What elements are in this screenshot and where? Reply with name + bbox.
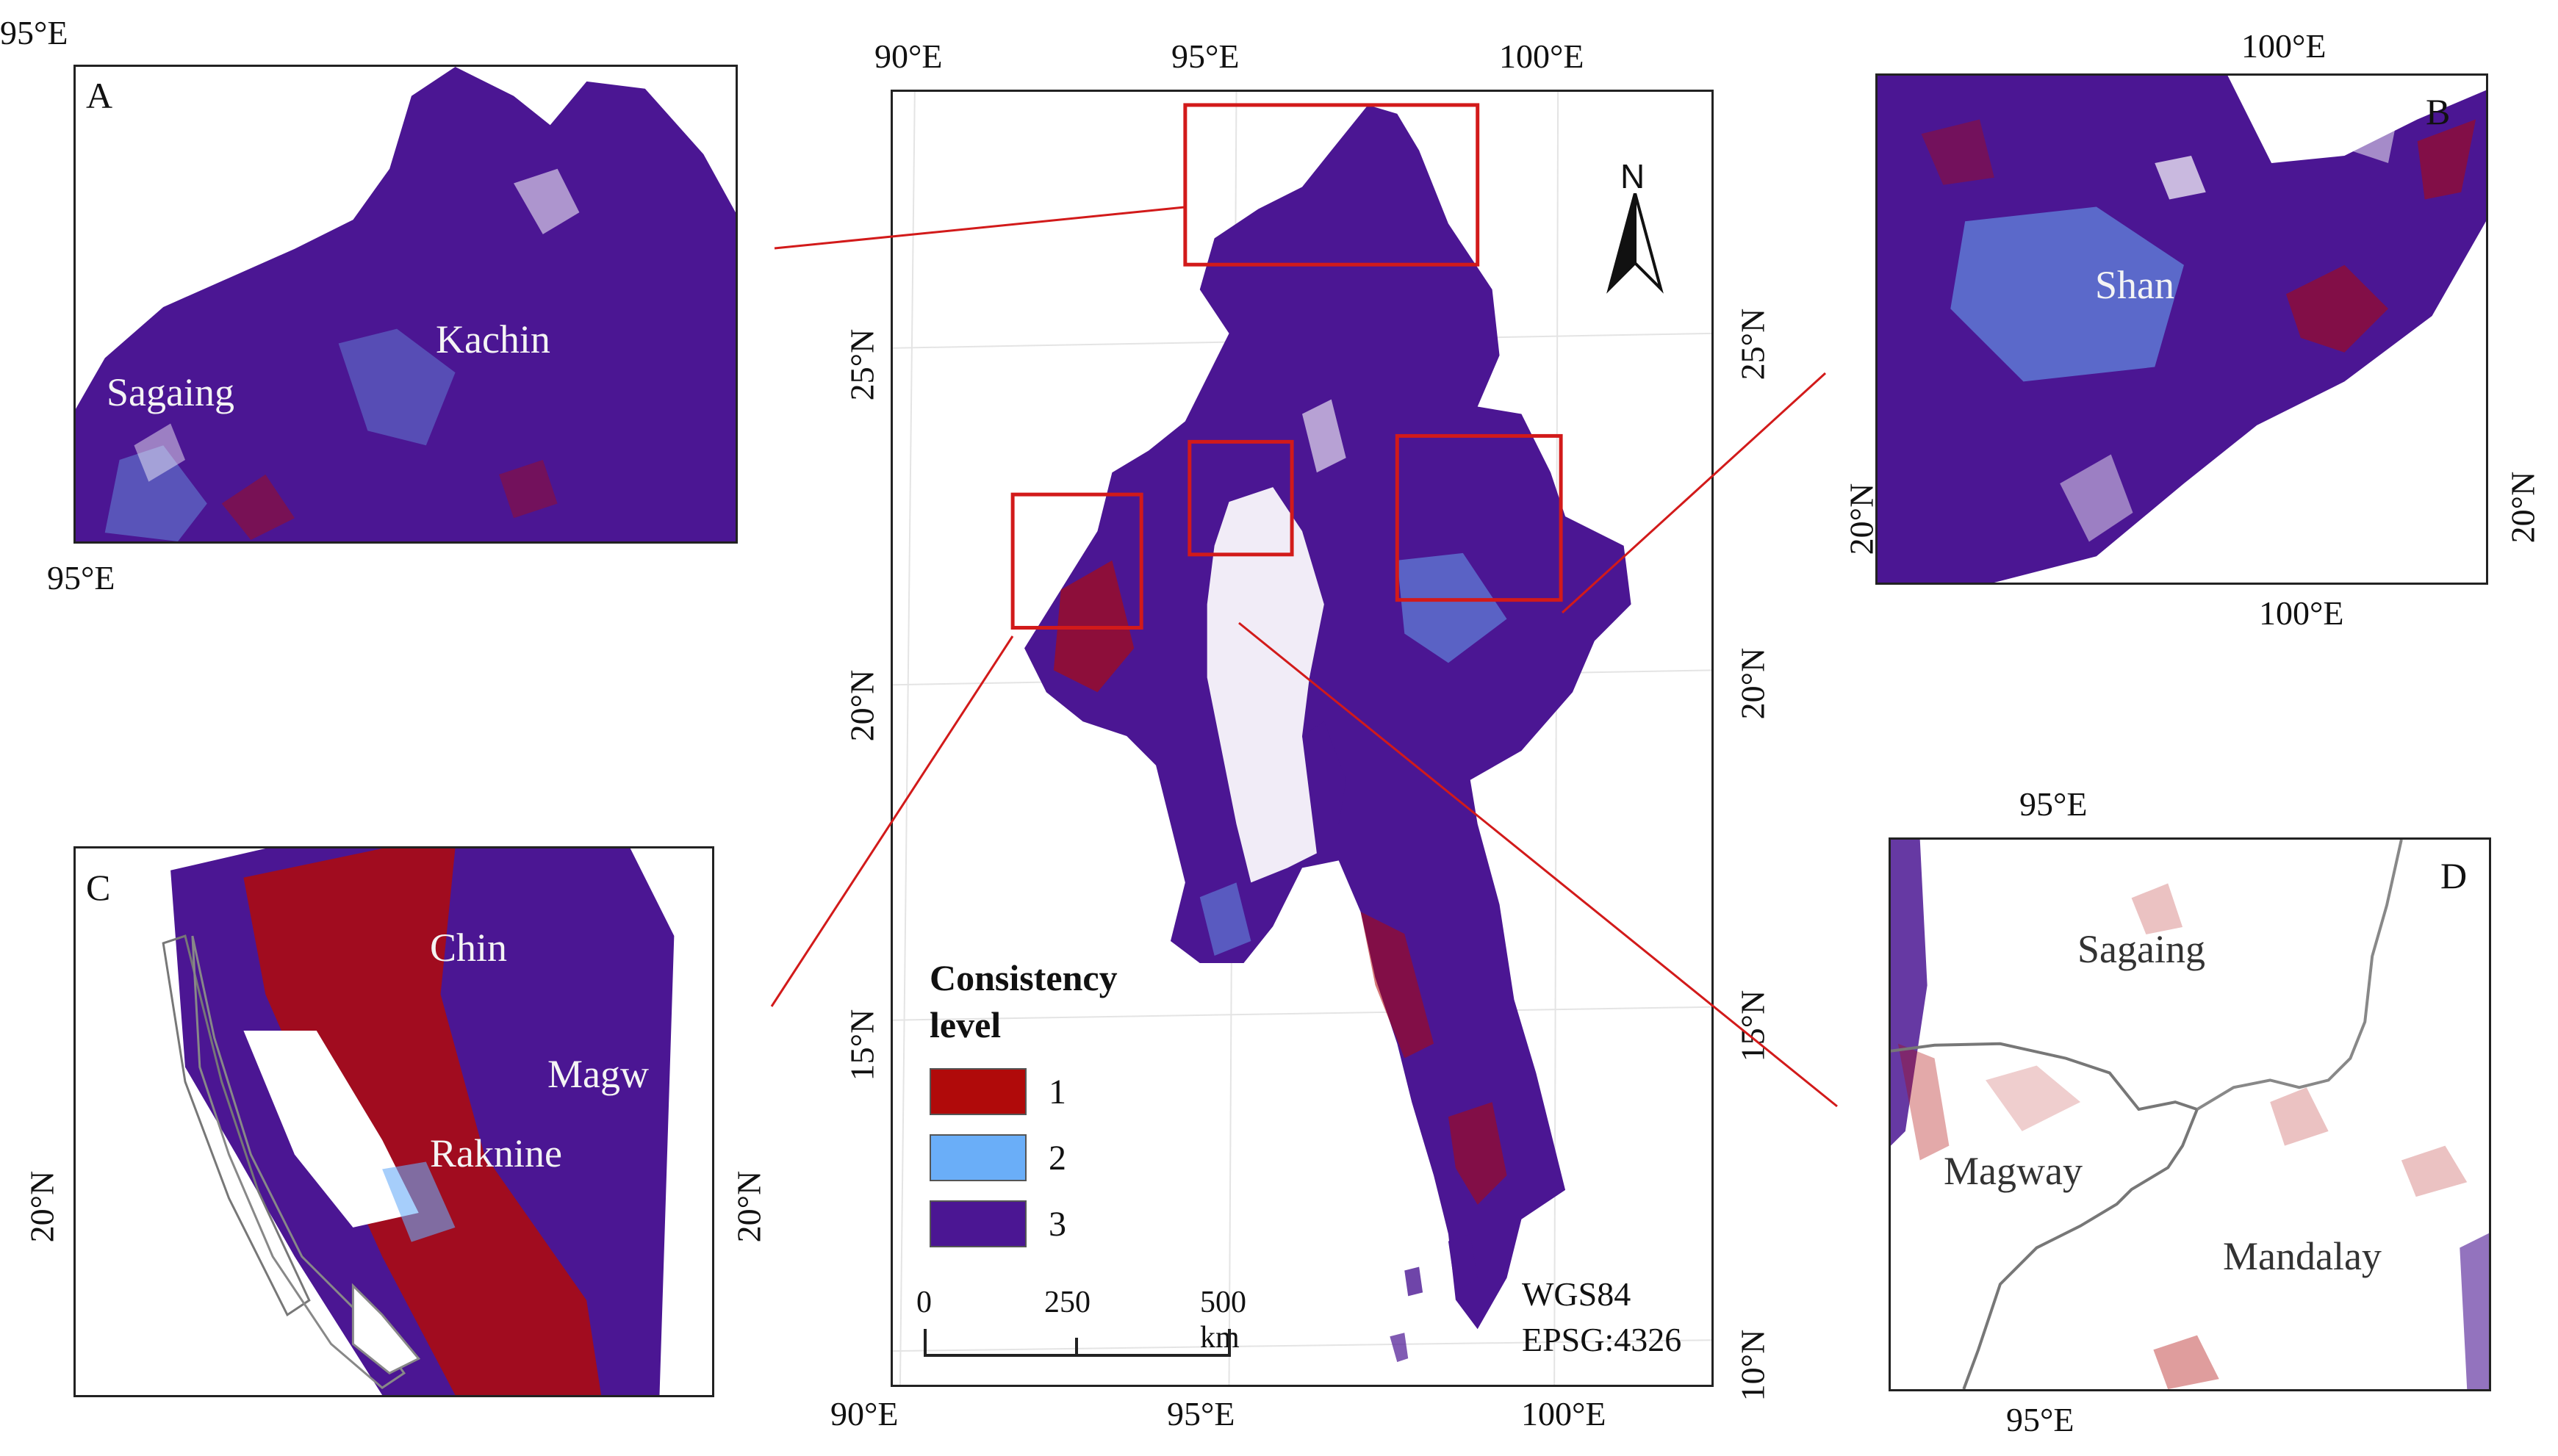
main-top-tick-95: 95°E bbox=[1171, 37, 1240, 75]
place-magway: Magway bbox=[1944, 1149, 2083, 1193]
scale-bar-line bbox=[924, 1329, 1231, 1357]
panel-b-right-tick: 20°N bbox=[2504, 471, 2542, 544]
main-bottom-tick-100: 100°E bbox=[1521, 1395, 1606, 1432]
panel-c-left-tick: 20°N bbox=[23, 1170, 61, 1243]
panel-d-letter: D bbox=[2440, 855, 2468, 896]
inset-panel-d: D Sagaing Magway Mandalay bbox=[1889, 837, 2491, 1391]
legend-swatch-3 bbox=[930, 1200, 1027, 1247]
place-sagaing-d: Sagaing bbox=[2077, 927, 2205, 971]
panel-d-bottom-tick: 95°E bbox=[2006, 1401, 2074, 1438]
legend: Consistency level 1 2 3 bbox=[930, 954, 1118, 1257]
legend-title-line2: level bbox=[930, 1004, 1002, 1045]
crs-line-2: EPSG:4326 bbox=[1522, 1321, 1682, 1358]
panel-a-top-tick: 95°E bbox=[0, 14, 68, 51]
panel-c-right-tick: 20°N bbox=[730, 1170, 768, 1243]
panel-b-bottom-tick: 100°E bbox=[2259, 594, 2344, 632]
scale-label-0: 0 bbox=[916, 1286, 932, 1319]
crs-label: WGS84 EPSG:4326 bbox=[1522, 1272, 1681, 1363]
panel-d-map bbox=[1891, 840, 2489, 1389]
panel-c-letter: C bbox=[86, 867, 111, 908]
main-top-tick-100: 100°E bbox=[1499, 37, 1584, 75]
main-map-frame: N Consistency level 1 2 3 0 250 500 km bbox=[891, 90, 1714, 1387]
main-right-tick-10: 10°N bbox=[1734, 1329, 1772, 1402]
legend-title-line1: Consistency bbox=[930, 957, 1118, 998]
place-kachin: Kachin bbox=[436, 317, 550, 361]
crs-line-1: WGS84 bbox=[1522, 1275, 1631, 1313]
north-label: N bbox=[1620, 157, 1645, 195]
place-shan: Shan bbox=[2095, 263, 2174, 307]
panel-b-top-tick: 100°E bbox=[2241, 27, 2327, 65]
panel-a-map bbox=[76, 67, 736, 541]
panel-a-letter: A bbox=[86, 75, 113, 116]
legend-item-3: 3 bbox=[930, 1191, 1118, 1257]
frame-c bbox=[1010, 492, 1143, 630]
frame-b bbox=[1395, 433, 1563, 602]
legend-item-2: 2 bbox=[930, 1125, 1118, 1191]
legend-item-1: 1 bbox=[930, 1059, 1118, 1125]
panel-b-left-tick: 20°N bbox=[1842, 483, 1880, 555]
panel-a-bottom-tick: 95°E bbox=[47, 559, 115, 597]
panel-c-map bbox=[76, 848, 712, 1395]
north-arrow-icon bbox=[1606, 193, 1664, 294]
frame-a bbox=[1183, 103, 1480, 267]
place-chin: Chin bbox=[430, 926, 508, 970]
place-sagaing: Sagaing bbox=[107, 370, 234, 414]
main-right-tick-25: 25°N bbox=[1734, 308, 1772, 381]
legend-label-2: 2 bbox=[1049, 1138, 1066, 1178]
place-raknine: Raknine bbox=[430, 1131, 562, 1175]
inset-panel-c: C Chin Magw Raknine bbox=[73, 846, 714, 1397]
legend-label-3: 3 bbox=[1049, 1204, 1066, 1244]
scale-label-250: 250 bbox=[1044, 1286, 1091, 1319]
scale-label-500: 500 km bbox=[1200, 1286, 1246, 1355]
main-left-tick-25: 25°N bbox=[843, 328, 881, 401]
north-arrow: N bbox=[1606, 157, 1664, 299]
panel-b-letter: B bbox=[2426, 91, 2451, 132]
inset-panel-b: B Shan bbox=[1875, 73, 2488, 585]
panel-d-top-tick: 95°E bbox=[2019, 785, 2088, 823]
main-left-tick-15: 15°N bbox=[843, 1009, 881, 1081]
place-mandalay: Mandalay bbox=[2223, 1234, 2382, 1278]
main-right-tick-15: 15°N bbox=[1734, 990, 1772, 1062]
inset-panel-a: A Kachin Sagaing bbox=[73, 65, 738, 544]
legend-swatch-1 bbox=[930, 1068, 1027, 1115]
frame-d bbox=[1188, 439, 1294, 557]
scale-bar: 0 250 500 km bbox=[908, 1285, 1246, 1366]
panel-b-map bbox=[1878, 76, 2486, 583]
main-top-tick-90: 90°E bbox=[874, 37, 943, 75]
place-magw: Magw bbox=[547, 1052, 649, 1096]
legend-swatch-2 bbox=[930, 1134, 1027, 1181]
main-left-tick-20: 20°N bbox=[843, 669, 881, 742]
main-right-tick-20: 20°N bbox=[1734, 647, 1772, 720]
main-bottom-tick-90: 90°E bbox=[830, 1395, 899, 1432]
legend-label-1: 1 bbox=[1049, 1072, 1066, 1111]
main-bottom-tick-95: 95°E bbox=[1167, 1395, 1235, 1432]
